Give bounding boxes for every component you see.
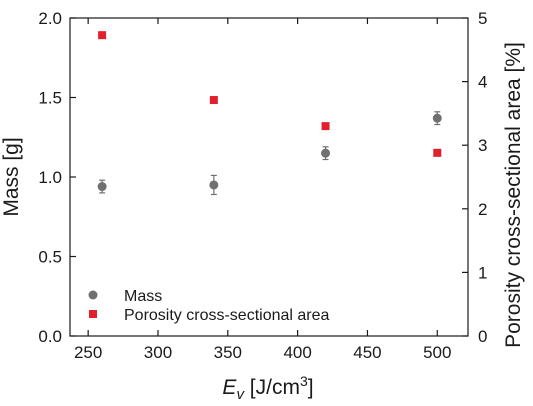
mass-point (432, 113, 442, 123)
mass-point (209, 180, 219, 190)
right-y-axis-ticks: 0 1 2 3 4 5 (462, 9, 487, 346)
left-y-axis-ticks: 0.0 0.5 1.0 1.5 2.0 (38, 9, 76, 346)
right-y-tick-label: 0 (478, 327, 487, 346)
right-y-tick-label: 3 (478, 136, 487, 155)
left-y-tick-label: 1.0 (38, 168, 62, 187)
right-y-tick-label: 1 (478, 263, 487, 282)
right-y-axis-title: Porosity cross-sectional area [%] (502, 42, 525, 348)
x-axis-title-unit: [J/cm (244, 376, 300, 399)
x-tick-label: 450 (353, 343, 381, 362)
left-y-tick-label: 1.5 (38, 89, 62, 108)
right-y-tick-label: 4 (478, 73, 487, 92)
x-tick-label: 500 (423, 343, 451, 362)
left-y-tick-label: 0.5 (38, 248, 62, 267)
legend-porosity-label: Porosity cross-sectional area (124, 307, 330, 324)
left-y-tick-label: 0.0 (38, 327, 62, 346)
x-axis-title-close: ] (308, 376, 314, 399)
x-tick-label: 250 (74, 343, 102, 362)
x-axis-title-sup: 3 (300, 373, 308, 389)
legend-mass-marker (88, 290, 98, 300)
legend-mass-label: Mass (124, 288, 162, 305)
porosity-point (433, 148, 442, 157)
legend: Mass Porosity cross-sectional area (88, 288, 330, 324)
porosity-point (321, 122, 330, 131)
porosity-point (209, 96, 218, 105)
x-tick-label: 300 (144, 343, 172, 362)
right-y-tick-label: 2 (478, 200, 487, 219)
right-y-tick-label: 5 (478, 9, 487, 28)
mass-point (321, 148, 331, 158)
x-axis-ticks: 250 300 350 400 450 500 (74, 18, 451, 362)
legend-porosity-marker (89, 310, 97, 318)
x-axis-title-sub: v (236, 386, 245, 403)
left-y-tick-label: 2.0 (38, 9, 62, 28)
x-axis-title-main: E (222, 376, 237, 399)
porosity-point (98, 31, 107, 40)
x-tick-label: 350 (214, 343, 242, 362)
left-y-axis-title: Mass [g] (0, 137, 23, 216)
x-tick-label: 400 (283, 343, 311, 362)
x-axis-title: Ev [J/cm3] (222, 373, 313, 403)
data-marks (97, 31, 442, 196)
mass-point (97, 182, 107, 192)
